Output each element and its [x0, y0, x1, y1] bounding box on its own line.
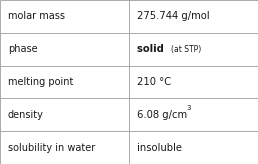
Text: 3: 3	[187, 105, 191, 111]
Text: molar mass: molar mass	[8, 11, 65, 21]
Text: 275.744 g/mol: 275.744 g/mol	[137, 11, 209, 21]
Text: (at STP): (at STP)	[171, 45, 201, 54]
Text: melting point: melting point	[8, 77, 73, 87]
Text: phase: phase	[8, 44, 37, 54]
Text: insoluble: insoluble	[137, 143, 182, 153]
Text: solid: solid	[137, 44, 171, 54]
Text: 6.08 g/cm: 6.08 g/cm	[137, 110, 187, 120]
Text: 210 °C: 210 °C	[137, 77, 171, 87]
Text: solubility in water: solubility in water	[8, 143, 95, 153]
Text: density: density	[8, 110, 44, 120]
